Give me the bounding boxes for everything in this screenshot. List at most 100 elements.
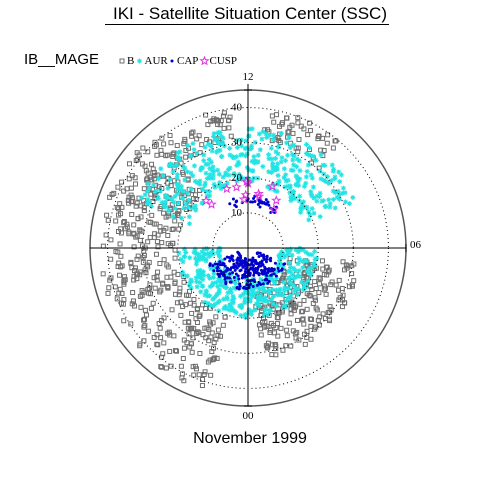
series-aur-point — [265, 184, 271, 190]
series-b-point — [159, 240, 165, 246]
series-aur-point — [282, 184, 288, 190]
series-b-point — [164, 274, 170, 280]
series-b-point — [218, 333, 224, 339]
series-b-point — [181, 345, 187, 351]
series-b-point — [273, 325, 279, 331]
series-aur-point — [209, 248, 215, 254]
series-aur-point — [171, 199, 177, 205]
series-b-point — [290, 130, 296, 136]
series-cap-point — [228, 202, 232, 206]
series-b-point — [113, 218, 119, 224]
series-b-point — [342, 267, 348, 273]
series-aur-point — [187, 255, 193, 261]
series-aur-point — [212, 137, 218, 143]
series-aur-point — [297, 168, 303, 174]
series-aur-point — [332, 174, 338, 180]
series-aur-point — [226, 172, 232, 178]
series-aur-point — [324, 174, 330, 180]
series-aur-point — [216, 290, 222, 296]
series-aur-point — [247, 298, 253, 304]
series-b-point — [288, 306, 294, 312]
series-cusp-point — [240, 189, 251, 200]
series-aur-point — [270, 287, 276, 293]
series-b-point — [190, 129, 196, 135]
series-aur-point — [285, 152, 291, 158]
series-aur-point — [174, 191, 180, 197]
mlt-label-06: 06 — [410, 239, 422, 251]
series-aur-point — [306, 145, 312, 151]
series-aur-point — [195, 268, 201, 274]
series-b-point — [116, 206, 122, 212]
series-b-point — [200, 332, 206, 338]
series-aur-point — [207, 189, 213, 195]
series-b-point — [151, 234, 157, 240]
series-aur-point — [278, 130, 284, 136]
series-b-point — [285, 129, 291, 135]
series-b-point — [309, 286, 315, 292]
series-b-point — [301, 276, 307, 282]
series-aur-point — [285, 183, 291, 189]
series-b-point — [317, 314, 323, 320]
series-aur-point — [205, 141, 211, 147]
series-b-point — [326, 316, 332, 322]
series-aur-point — [299, 202, 305, 208]
series-aur-point — [273, 303, 279, 309]
series-aur-point — [321, 171, 327, 177]
series-b-point — [274, 310, 280, 316]
series-aur-point — [207, 275, 213, 281]
series-cap-point — [219, 263, 223, 267]
series-aur-point — [303, 249, 309, 255]
series-aur-point — [265, 287, 271, 293]
series-aur-point — [309, 265, 315, 271]
series-b-point — [299, 309, 305, 315]
series-aur-point — [266, 156, 272, 162]
series-aur-point — [159, 199, 165, 205]
series-b-point — [222, 314, 228, 320]
series-b-point — [169, 202, 175, 208]
series-aur-point — [221, 296, 227, 302]
series-b-point — [308, 323, 314, 329]
series-aur-point — [199, 200, 205, 206]
series-aur-point — [232, 308, 238, 314]
series-b-point — [196, 313, 202, 319]
series-b-point — [189, 310, 195, 316]
series-aur-point — [207, 303, 213, 309]
series-b-point — [145, 286, 151, 292]
series-aur-point — [212, 302, 218, 308]
series-aur-point — [210, 172, 216, 178]
series-b-point — [273, 352, 279, 358]
series-aur-point — [213, 263, 219, 269]
series-b-point — [168, 363, 174, 369]
series-b-point — [287, 256, 293, 262]
series-aur-point — [238, 174, 244, 180]
series-aur-point — [293, 173, 299, 179]
series-cap-point — [222, 271, 226, 275]
series-b-point — [165, 232, 171, 238]
series-aur-point — [287, 247, 293, 253]
series-aur-point — [295, 286, 301, 292]
series-aur-point — [144, 200, 150, 206]
series-aur-point — [227, 307, 233, 313]
series-aur-point — [253, 301, 259, 307]
series-aur-point — [257, 296, 263, 302]
series-aur-point — [203, 288, 209, 294]
series-cap-point — [226, 267, 230, 271]
series-cap-point — [235, 258, 239, 262]
series-aur-point — [199, 249, 205, 255]
series-b-point — [296, 136, 302, 142]
series-b-point — [301, 126, 307, 132]
series-aur-point — [217, 298, 223, 304]
series-aur-point — [230, 300, 236, 306]
series-aur-point — [306, 251, 312, 257]
series-cusp-point — [241, 176, 252, 187]
series-cap-point — [257, 255, 261, 259]
series-cap-point — [219, 269, 223, 273]
series-aur-point — [224, 180, 230, 186]
series-b-point — [213, 314, 219, 320]
series-aur-point — [271, 132, 277, 138]
series-cap-point — [225, 276, 229, 280]
series-b-point — [208, 372, 214, 378]
series-b-point — [324, 264, 330, 270]
series-b-point — [129, 211, 135, 217]
series-cap-point — [260, 271, 264, 275]
